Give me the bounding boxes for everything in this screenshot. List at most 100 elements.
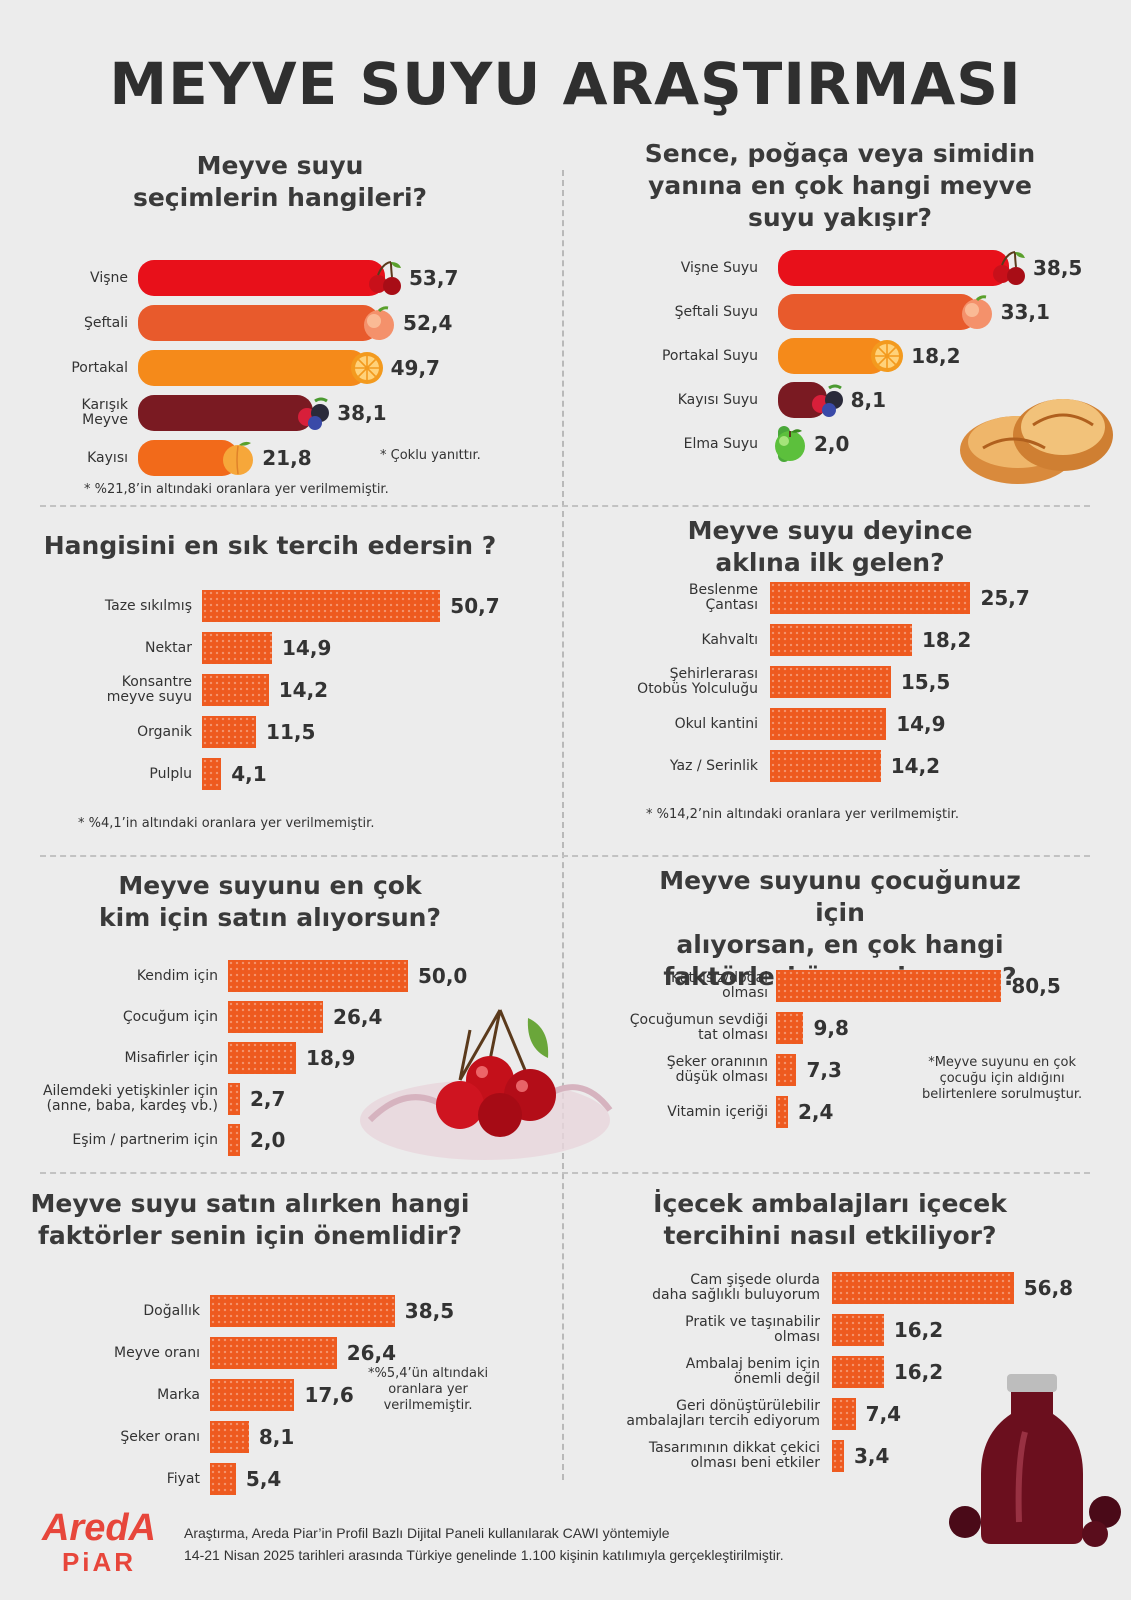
bar [770, 582, 971, 614]
category-label: Ailemdeki yetişkinler için (anne, baba, … [42, 1083, 218, 1114]
category-label: Kendim için [136, 967, 218, 984]
category-label: Konsantre meyve suyu [106, 674, 192, 705]
areda-piar-logo: AredA PiAR [34, 1508, 164, 1576]
bar-row: Ailemdeki yetişkinler için (anne, baba, … [10, 1081, 550, 1117]
bar-row: Kendim için 50,0 [10, 958, 550, 994]
vertical-divider [562, 170, 564, 1480]
bar [778, 250, 1009, 286]
bar [202, 716, 257, 748]
bar [776, 1012, 804, 1044]
chart-title: Meyve suyunu en çok kim için satın alıyo… [99, 871, 441, 932]
bar-row: Eşim / partnerim için 2,0 [10, 1122, 550, 1158]
value-label: 38,5 [404, 1299, 455, 1323]
chart-title: Sence, poğaça veya simidin yanına en çok… [644, 139, 1036, 232]
category-label: Portakal [71, 359, 128, 376]
bar-row: Cam şişede olurda daha sağlıklı buluyoru… [570, 1270, 1110, 1306]
category-label: Karışık Meyve [81, 397, 128, 428]
bar-row: Tasarımının dikkat çekici olması beni et… [570, 1438, 1110, 1474]
value-label: 49,7 [390, 356, 440, 380]
category-label: Okul kantini [674, 715, 758, 732]
category-label: Nektar [144, 639, 192, 656]
bar-row: Organik 11,5 [20, 714, 540, 750]
logo-line2: PiAR [61, 1547, 137, 1577]
value-label: 11,5 [266, 720, 316, 744]
bar [138, 350, 367, 386]
bar [832, 1314, 884, 1346]
bar [228, 1124, 240, 1156]
category-label: Şeftali Suyu [674, 303, 758, 320]
bar [770, 708, 887, 740]
bar-row: Misafirler için 18,9 [10, 1040, 550, 1076]
footnote: *Meyve suyunu en çok çocuğu için aldığın… [922, 1055, 1083, 1102]
bar-row: Geri dönüştürülebilir ambalajları tercih… [570, 1396, 1110, 1432]
divider-2 [40, 855, 1090, 857]
peach-icon [961, 295, 992, 329]
divider-1 [40, 505, 1090, 507]
category-label: Pulplu [149, 765, 192, 782]
value-label: 33,1 [1000, 300, 1050, 324]
value-label: 8,1 [850, 388, 887, 412]
bar [210, 1337, 337, 1369]
value-label: 7,4 [865, 1402, 902, 1426]
category-label: Vişne [90, 269, 128, 286]
bar-row: Fiyat 5,4 [20, 1461, 540, 1497]
bar [138, 395, 314, 431]
bar-row: Karışık Meyve 38,1 [20, 395, 540, 431]
category-label: Beslenme Çantası [688, 582, 758, 613]
bar [228, 1042, 297, 1074]
value-label: 38,1 [337, 401, 387, 425]
bar [778, 338, 888, 374]
bar-row: Katkısız/doğal olması 80,5 [570, 968, 1110, 1004]
category-label: Şeker oranının düşük olması [666, 1054, 768, 1085]
apple-icon [775, 429, 805, 461]
bar [138, 440, 239, 476]
bar [138, 305, 380, 341]
juice-bottle-illustration [949, 1374, 1121, 1547]
bar [778, 294, 977, 330]
category-label: Vişne Suyu [680, 259, 758, 276]
chart-packaging-effect: İçecek ambalajları içecek tercihini nası… [570, 1188, 1110, 1518]
bar-row: Marka 17,6 [20, 1377, 540, 1413]
category-label: Şehirlerarası Otobüs Yolculuğu [637, 666, 758, 697]
bar-row: Çocuğum için 26,4 [10, 999, 550, 1035]
value-label: 38,5 [1033, 256, 1083, 280]
category-label: Yaz / Serinlik [669, 757, 758, 774]
category-label: Elma Suyu [683, 435, 758, 452]
bar-row: Konsantre meyve suyu 14,2 [20, 672, 540, 708]
value-label: 8,1 [258, 1425, 295, 1449]
value-label: 14,9 [896, 712, 946, 736]
value-label: 26,4 [346, 1341, 397, 1365]
chart-title: Meyve suyu seçimlerin hangileri? [132, 151, 428, 212]
bar [770, 666, 891, 698]
value-label: 7,3 [806, 1058, 842, 1082]
category-label: Çocuğum için [122, 1008, 218, 1025]
chart-title: Meyve suyu satın alırken hangi faktörler… [30, 1189, 470, 1250]
bar [202, 674, 269, 706]
mixed-berries-icon [811, 384, 843, 417]
value-label: 3,4 [854, 1444, 890, 1468]
value-label: 2,7 [250, 1087, 286, 1111]
bar [202, 758, 222, 790]
bar [210, 1463, 236, 1495]
chart-pastry-pairing: Sence, poğaça veya simidin yanına en çok… [570, 138, 1110, 468]
bar-row: Okul kantini 14,9 [570, 706, 1110, 742]
value-label: 14,2 [890, 754, 941, 778]
bar [776, 970, 1002, 1002]
bar-row: Şehirlerarası Otobüs Yolculuğu 15,5 [570, 664, 1110, 700]
bar-row: Meyve oranı 26,4 [20, 1335, 540, 1371]
chart-fruit-choice: Meyve suyu seçimlerin hangileri? Vişne 53,… [20, 150, 540, 497]
bar [202, 632, 273, 664]
bar-row: Elma Suyu 2,0 [570, 426, 1110, 462]
category-label: Pratik ve taşınabilir olması [685, 1314, 820, 1345]
value-label: 53,7 [409, 266, 459, 290]
bar-row: Kayısı Suyu 8,1 [570, 382, 1110, 418]
category-label: Kayısı Suyu [677, 391, 758, 408]
bar-row: Pulplu 4,1 [20, 756, 540, 792]
bar-row: Şeftali 52,4 [20, 305, 540, 341]
bar [228, 1083, 240, 1115]
bar-row: Taze sıkılmış 50,7 [20, 588, 540, 624]
value-label: 17,6 [304, 1383, 354, 1407]
bar-row: Şeker oranının düşük olması 7,3 [570, 1052, 1110, 1088]
value-label: 56,8 [1023, 1276, 1074, 1300]
peach-icon [364, 306, 395, 340]
